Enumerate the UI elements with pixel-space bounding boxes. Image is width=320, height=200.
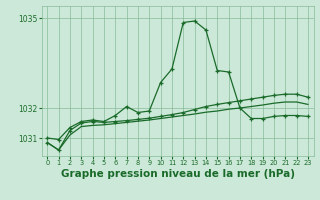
X-axis label: Graphe pression niveau de la mer (hPa): Graphe pression niveau de la mer (hPa) [60,169,295,179]
